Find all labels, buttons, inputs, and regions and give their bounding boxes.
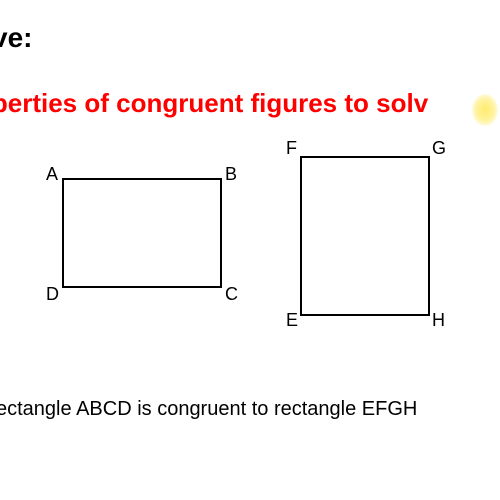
rectangle-abcd: [62, 178, 222, 288]
vertex-label-b: B: [225, 164, 237, 185]
highlight-marker: [472, 94, 498, 126]
objective-subheading: pperties of congruent figures to solv: [0, 88, 428, 119]
vertex-label-a: A: [46, 164, 58, 185]
vertex-label-f: F: [286, 138, 297, 159]
vertex-label-c: C: [225, 284, 238, 305]
congruence-statement: ectangle ABCD is congruent to rectangle …: [0, 398, 417, 421]
objective-heading: ve:: [0, 22, 32, 54]
vertex-label-h: H: [432, 310, 445, 331]
vertex-label-d: D: [46, 284, 59, 305]
vertex-label-e: E: [286, 310, 298, 331]
diagram-area: A B D C F G E H: [0, 150, 500, 370]
vertex-label-g: G: [432, 138, 446, 159]
rectangle-efgh: [300, 156, 430, 316]
